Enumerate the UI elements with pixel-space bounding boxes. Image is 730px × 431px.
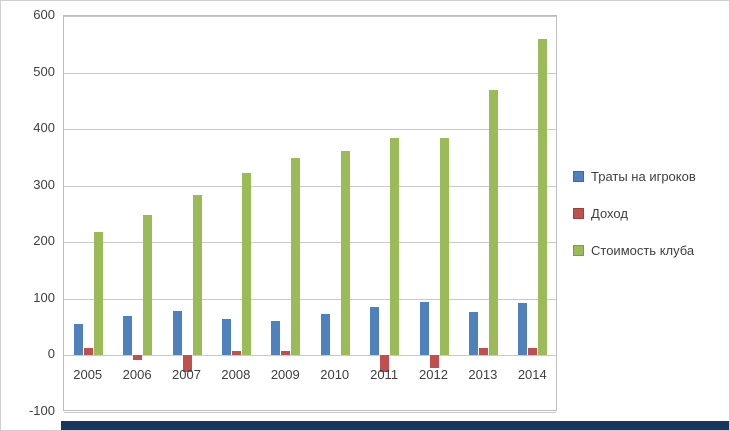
x-axis-tick-label: 2005 xyxy=(73,367,103,383)
bar xyxy=(518,303,528,356)
x-axis-tick-label: 2009 xyxy=(270,367,300,383)
y-axis-tick-label: 400 xyxy=(33,120,55,136)
gridline xyxy=(64,355,556,356)
y-axis-tick-label: -100 xyxy=(28,403,55,418)
bar xyxy=(320,314,330,356)
bar xyxy=(123,315,133,356)
bar xyxy=(172,310,182,356)
legend-swatch xyxy=(573,208,584,219)
bar xyxy=(83,348,93,356)
legend-label: Траты на игроков xyxy=(591,169,696,184)
bar xyxy=(271,320,281,356)
y-axis-tick-label: 500 xyxy=(33,63,55,79)
y-axis-tick-label: 0 xyxy=(47,346,55,362)
bar xyxy=(143,215,153,356)
bar xyxy=(380,355,390,373)
plot-area xyxy=(63,15,557,413)
x-axis-tick-label: 2013 xyxy=(468,367,498,383)
bar xyxy=(192,195,202,356)
x-axis-tick-label: 2011 xyxy=(370,367,399,383)
legend-item: Доход xyxy=(573,206,696,221)
bar xyxy=(528,347,538,356)
bar xyxy=(93,232,103,356)
bar xyxy=(133,355,143,360)
bar xyxy=(488,89,498,356)
y-axis-tick-label: 300 xyxy=(33,176,55,192)
legend: Траты на игроков Доход Стоимость клуба xyxy=(573,169,696,280)
y-axis-tick-label: 200 xyxy=(33,233,55,249)
legend-swatch xyxy=(573,245,584,256)
bar xyxy=(182,355,192,373)
bar xyxy=(468,312,478,356)
bar xyxy=(291,157,301,356)
x-axis-tick-label: 2006 xyxy=(122,367,152,383)
bar xyxy=(478,347,488,356)
x-axis-tick-label: 2007 xyxy=(172,367,201,383)
x-axis-tick-label: 2010 xyxy=(320,367,350,383)
legend-item: Стоимость клуба xyxy=(573,243,696,258)
bar xyxy=(340,151,350,356)
legend-item: Траты на игроков xyxy=(573,169,696,184)
bar xyxy=(419,301,429,356)
bar xyxy=(241,173,251,356)
y-axis-tick-label: 600 xyxy=(33,7,55,22)
x-axis-tick-label: 2014 xyxy=(517,367,547,383)
gridline xyxy=(64,186,556,187)
gridline xyxy=(64,16,556,17)
bar xyxy=(538,38,548,356)
bar xyxy=(429,355,439,368)
x-axis-tick-label: 2008 xyxy=(221,367,251,383)
gridline xyxy=(64,242,556,243)
gridline xyxy=(64,73,556,74)
gridline xyxy=(64,412,556,413)
gridline xyxy=(64,299,556,300)
bar xyxy=(439,137,449,356)
legend-label: Стоимость клуба xyxy=(591,243,695,258)
bar xyxy=(73,324,83,356)
gridline xyxy=(64,129,556,130)
bar xyxy=(221,319,231,356)
bar xyxy=(281,350,291,356)
x-axis-tick-label: 2012 xyxy=(419,367,448,383)
bar xyxy=(370,306,380,356)
window-edge xyxy=(61,421,729,430)
bar xyxy=(231,351,241,356)
bar xyxy=(390,137,400,356)
legend-swatch xyxy=(573,171,584,182)
legend-label: Доход xyxy=(591,206,628,221)
y-axis-tick-label: 100 xyxy=(33,289,55,305)
